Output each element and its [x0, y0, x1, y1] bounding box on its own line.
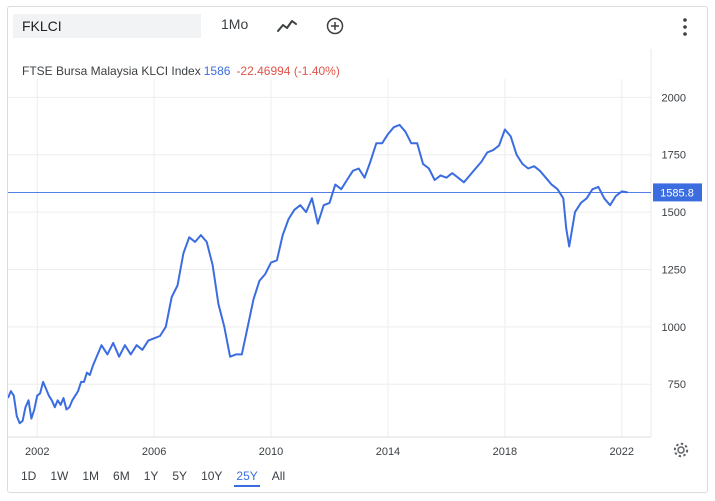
- current-price-badge: [653, 183, 702, 202]
- x-tick-label: 2022: [610, 446, 634, 458]
- more-options-button[interactable]: [678, 16, 692, 38]
- range-button-all[interactable]: All: [271, 469, 286, 483]
- y-tick-label: 1250: [662, 264, 686, 276]
- chart-legend: FTSE Bursa Malaysia KLCI Index 1586 -22.46…: [22, 64, 340, 78]
- toolbar: 1Mo: [8, 7, 709, 47]
- line-chart[interactable]: 2002 2006 2010 2014 2018 2022 750 1000 1250 1500…: [8, 7, 709, 462]
- range-button-10y[interactable]: 10Y: [201, 469, 223, 483]
- y-tick-label: 750: [668, 379, 686, 391]
- current-price-label: 1585.8: [660, 187, 694, 199]
- y-axis: 750 1000 1250 1500 1750 2000: [662, 92, 686, 391]
- x-tick-label: 2006: [142, 446, 166, 458]
- compare-button[interactable]: [325, 16, 345, 36]
- price-line: [8, 123, 628, 425]
- line-chart-icon: [277, 20, 297, 32]
- x-tick-label: 2014: [376, 446, 400, 458]
- range-selector: 1D 1W 1M 6M 1Y 5Y 10Y 25Y All: [16, 465, 294, 487]
- y-tick-label: 2000: [662, 92, 686, 104]
- chart-grid: [8, 49, 652, 438]
- y-tick-label: 1500: [662, 207, 686, 219]
- range-button-1y[interactable]: 1Y: [143, 469, 159, 483]
- range-button-6m[interactable]: 6M: [113, 469, 130, 483]
- range-button-1m[interactable]: 1M: [82, 469, 100, 483]
- chart-series: [8, 123, 628, 425]
- vertical-dots-icon: [683, 18, 687, 36]
- x-axis: 2002 2006 2010 2014 2018 2022: [25, 446, 634, 458]
- gear-icon: [673, 442, 689, 458]
- symbol-input[interactable]: [13, 14, 201, 38]
- range-button-5y[interactable]: 5Y: [172, 469, 188, 483]
- current-price-marker: 1585.8: [8, 183, 702, 202]
- range-button-25y[interactable]: 25Y: [231, 465, 262, 487]
- x-tick-label: 2010: [259, 446, 283, 458]
- settings-button[interactable]: [672, 441, 690, 459]
- range-button-1d[interactable]: 1D: [21, 469, 37, 483]
- interval-button[interactable]: 1Mo: [221, 16, 249, 32]
- chart-type-button[interactable]: [276, 17, 298, 35]
- y-tick-label: 1000: [662, 322, 686, 334]
- legend-change: -22.46994 (-1.40%): [236, 64, 340, 78]
- plus-circle-icon: [326, 17, 344, 35]
- x-tick-label: 2002: [25, 446, 49, 458]
- range-button-1w[interactable]: 1W: [50, 469, 69, 483]
- index-name: FTSE Bursa Malaysia KLCI Index: [22, 64, 201, 78]
- x-tick-label: 2018: [493, 446, 517, 458]
- legend-price: 1586: [203, 64, 231, 78]
- y-tick-label: 1750: [662, 150, 686, 162]
